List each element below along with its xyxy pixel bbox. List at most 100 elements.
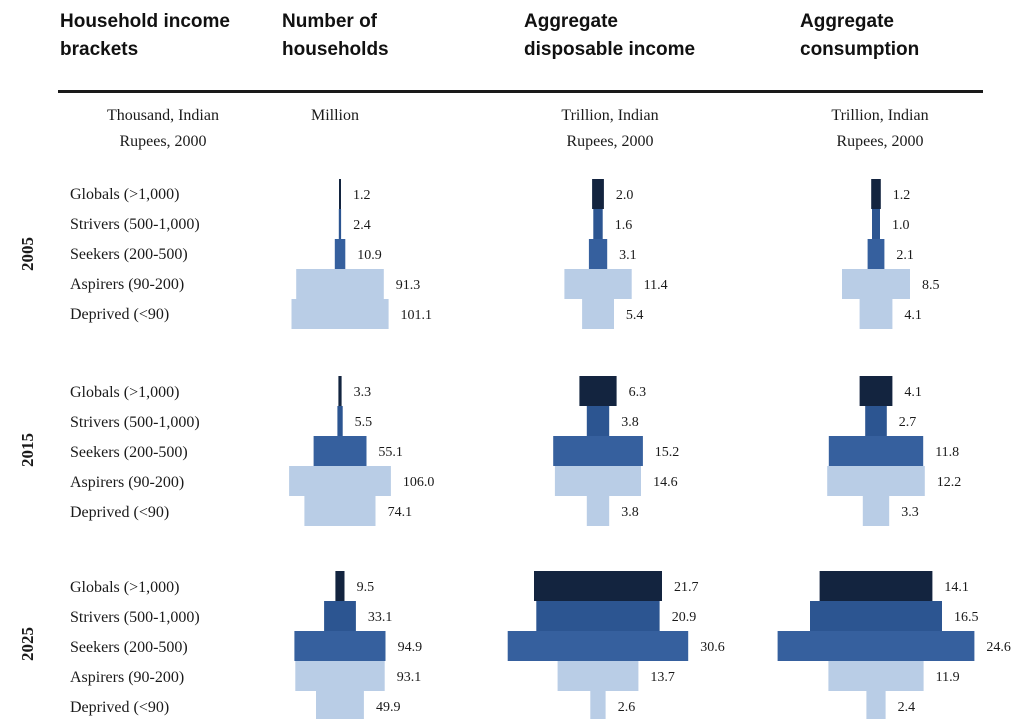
category-label-globals-2015: Globals (>1,000): [70, 384, 180, 401]
value-label-income-2005-seekers: 3.1: [619, 248, 637, 263]
unit-consumption-line1: Trillion, Indian: [831, 107, 929, 124]
bar-income-2005-globals: [592, 179, 604, 209]
value-label-income-2005-aspirers: 11.4: [644, 278, 668, 293]
value-label-households-2005-aspirers: 91.3: [396, 278, 421, 293]
unit-brackets-line1: Thousand, Indian: [107, 107, 219, 124]
bar-households-2005-seekers: [334, 239, 346, 269]
unit-income-line1: Trillion, Indian: [561, 107, 659, 124]
bar-income-2005-deprived: [582, 299, 614, 329]
value-label-households-2015-strivers: 5.5: [355, 415, 373, 430]
bar-income-2015-strivers: [586, 406, 610, 436]
value-label-households-2025-strivers: 33.1: [368, 610, 393, 625]
header-income: Aggregate disposable income: [524, 8, 695, 64]
header-divider: [58, 90, 983, 93]
bar-consumption-2015-deprived: [862, 496, 890, 526]
bar-consumption-2005-globals: [871, 179, 881, 209]
category-label-seekers-2015: Seekers (200-500): [70, 444, 188, 461]
value-label-income-2015-seekers: 15.2: [655, 445, 680, 460]
value-label-consumption-2015-aspirers: 12.2: [937, 475, 962, 490]
value-label-households-2015-aspirers: 106.0: [403, 475, 435, 490]
unit-brackets: Thousand, Indian Rupees, 2000: [78, 103, 248, 155]
value-label-consumption-2005-deprived: 4.1: [904, 308, 922, 323]
value-label-consumption-2015-globals: 4.1: [904, 385, 922, 400]
category-label-aspirers-2005: Aspirers (90-200): [70, 276, 185, 293]
header-brackets: Household income brackets: [60, 8, 230, 64]
unit-households: Million: [270, 103, 400, 129]
bar-income-2005-aspirers: [564, 269, 632, 299]
bar-consumption-2005-strivers: [872, 209, 880, 239]
value-label-households-2025-seekers: 94.9: [398, 640, 423, 655]
value-label-households-2005-strivers: 2.4: [353, 218, 371, 233]
value-label-income-2025-seekers: 30.6: [700, 640, 725, 655]
bar-income-2025-aspirers: [557, 661, 639, 691]
value-label-consumption-2005-aspirers: 8.5: [922, 278, 940, 293]
bar-consumption-2025-deprived: [866, 691, 886, 719]
category-label-globals-2005: Globals (>1,000): [70, 186, 180, 203]
unit-brackets-line2: Rupees, 2000: [119, 133, 207, 150]
bar-income-2025-globals: [534, 571, 662, 601]
header-consumption: Aggregate consumption: [800, 8, 919, 64]
bar-income-2025-strivers: [536, 601, 660, 631]
unit-consumption: Trillion, Indian Rupees, 2000: [800, 103, 960, 155]
bar-households-2005-strivers: [338, 209, 342, 239]
header-consumption-line2: consumption: [800, 39, 920, 60]
bar-households-2025-globals: [335, 571, 345, 601]
bar-households-2005-deprived: [291, 299, 389, 329]
value-label-households-2005-seekers: 10.9: [357, 248, 382, 263]
value-label-income-2015-globals: 6.3: [629, 385, 647, 400]
header-brackets-line2: brackets: [60, 39, 139, 60]
bar-income-2005-strivers: [593, 209, 603, 239]
bar-consumption-2015-globals: [859, 376, 893, 406]
value-label-consumption-2005-seekers: 2.1: [896, 248, 914, 263]
bar-households-2025-deprived: [316, 691, 364, 719]
header-income-line2: disposable income: [524, 39, 696, 60]
bar-households-2015-seekers: [313, 436, 367, 466]
bar-consumption-2025-globals: [819, 571, 933, 601]
category-label-seekers-2025: Seekers (200-500): [70, 639, 188, 656]
category-label-strivers-2025: Strivers (500-1,000): [70, 609, 200, 626]
value-label-households-2015-deprived: 74.1: [388, 505, 413, 520]
unit-income-line2: Rupees, 2000: [566, 133, 654, 150]
bar-income-2025-deprived: [590, 691, 606, 719]
bar-consumption-2015-strivers: [865, 406, 887, 436]
bar-households-2015-strivers: [337, 406, 343, 436]
header-consumption-line1: Aggregate: [800, 11, 894, 32]
value-label-households-2025-globals: 9.5: [357, 580, 375, 595]
unit-income: Trillion, Indian Rupees, 2000: [530, 103, 690, 155]
value-label-income-2025-strivers: 20.9: [672, 610, 697, 625]
value-label-income-2005-globals: 2.0: [616, 188, 634, 203]
value-label-consumption-2005-globals: 1.2: [893, 188, 911, 203]
bar-consumption-2025-strivers: [810, 601, 942, 631]
header-households-line1: Number of: [282, 11, 377, 32]
bar-households-2015-globals: [338, 376, 342, 406]
value-label-income-2025-deprived: 2.6: [618, 700, 636, 715]
bar-consumption-2015-aspirers: [827, 466, 925, 496]
value-label-consumption-2025-seekers: 24.6: [986, 640, 1011, 655]
category-label-deprived-2005: Deprived (<90): [70, 306, 170, 323]
value-label-households-2005-deprived: 101.1: [401, 308, 433, 323]
header-income-line1: Aggregate: [524, 11, 618, 32]
value-label-consumption-2015-strivers: 2.7: [899, 415, 917, 430]
category-label-strivers-2005: Strivers (500-1,000): [70, 216, 200, 233]
value-label-consumption-2025-strivers: 16.5: [954, 610, 979, 625]
bar-consumption-2005-deprived: [859, 299, 893, 329]
value-label-consumption-2025-deprived: 2.4: [898, 700, 916, 715]
value-label-income-2025-aspirers: 13.7: [650, 670, 675, 685]
bar-income-2015-seekers: [553, 436, 643, 466]
bar-income-2005-seekers: [588, 239, 608, 269]
value-label-income-2015-aspirers: 14.6: [653, 475, 678, 490]
value-label-consumption-2015-seekers: 11.8: [935, 445, 959, 460]
category-label-deprived-2025: Deprived (<90): [70, 699, 170, 716]
header-households: Number of households: [282, 8, 389, 64]
value-label-households-2015-globals: 3.3: [354, 385, 372, 400]
value-label-income-2015-deprived: 3.8: [621, 505, 639, 520]
value-label-income-2005-deprived: 5.4: [626, 308, 644, 323]
bar-income-2015-globals: [579, 376, 617, 406]
category-label-deprived-2015: Deprived (<90): [70, 504, 170, 521]
unit-households-line1: Million: [310, 107, 359, 124]
bar-households-2015-aspirers: [289, 466, 391, 496]
category-label-aspirers-2015: Aspirers (90-200): [70, 474, 185, 491]
bar-households-2025-strivers: [324, 601, 356, 631]
bar-households-2025-seekers: [294, 631, 386, 661]
category-label-globals-2025: Globals (>1,000): [70, 579, 180, 596]
